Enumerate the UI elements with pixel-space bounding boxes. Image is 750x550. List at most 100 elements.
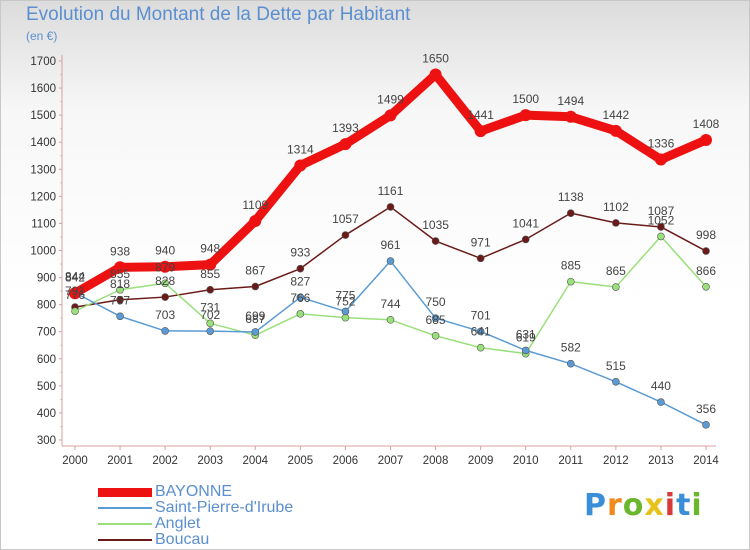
data-point — [251, 328, 260, 336]
logo-letter: r — [607, 488, 623, 523]
x-tick-label: 2012 — [603, 455, 629, 467]
data-point — [702, 247, 710, 255]
data-point — [386, 257, 395, 265]
data-point — [431, 331, 440, 340]
data-label: 828 — [155, 274, 175, 288]
y-tick-label: 1400 — [30, 137, 56, 149]
x-tick-label: 2002 — [152, 455, 178, 467]
data-label: 1441 — [467, 108, 494, 122]
data-label: 818 — [110, 277, 130, 291]
data-label: 703 — [155, 308, 175, 322]
data-point — [206, 319, 215, 328]
data-point — [654, 153, 667, 166]
data-point — [251, 282, 260, 291]
data-label: 879 — [155, 260, 175, 274]
chart-series — [69, 68, 712, 429]
logo-letter: o — [622, 488, 645, 523]
data-label: 619 — [516, 331, 536, 345]
data-label: 1500 — [512, 92, 539, 106]
data-label: 687 — [245, 312, 265, 326]
x-tick-label: 2006 — [333, 455, 359, 467]
data-label: 685 — [426, 313, 446, 327]
chart-axes: 300 400 500 600 700 800 900 1000 1100 1200 1300 140… — [30, 55, 719, 467]
legend-item: Saint-Pierre-d'Irube — [98, 500, 293, 516]
x-tick-label: 2008 — [423, 455, 449, 467]
data-point — [116, 295, 124, 304]
y-tick-label: 700 — [37, 327, 56, 339]
data-label: 827 — [290, 274, 310, 288]
data-label: 1035 — [422, 218, 449, 232]
data-label: 844 — [65, 270, 85, 284]
data-label: 1087 — [648, 204, 675, 218]
y-tick-label: 900 — [37, 273, 56, 285]
logo-letter: t — [676, 488, 692, 523]
data-point — [612, 283, 620, 291]
data-point — [161, 293, 169, 301]
data-point — [386, 203, 395, 211]
data-label: 855 — [110, 267, 130, 281]
data-point — [476, 327, 485, 336]
data-label: 744 — [380, 297, 400, 311]
data-label: 1057 — [332, 212, 359, 226]
y-tick-label: 1000 — [30, 246, 56, 258]
data-label: 1499 — [377, 92, 404, 106]
y-tick-label: 1300 — [30, 164, 56, 176]
legend-item: BAYONNE — [98, 484, 293, 500]
data-point — [206, 327, 215, 335]
data-label: 440 — [651, 379, 671, 393]
data-point — [612, 219, 620, 227]
x-tick-label: 2004 — [242, 455, 268, 467]
data-label: 961 — [380, 238, 400, 252]
x-tick-label: 2010 — [513, 455, 539, 467]
data-label: 701 — [471, 308, 491, 322]
data-label: 699 — [245, 309, 265, 323]
legend-swatch — [98, 507, 152, 509]
legend-label: Saint-Pierre-d'Irube — [155, 499, 294, 516]
data-label: 515 — [606, 359, 626, 373]
data-point — [657, 223, 665, 231]
proxiti-logo: Proxiti — [584, 488, 703, 523]
data-point — [521, 346, 530, 355]
data-point — [612, 377, 620, 386]
data-label: 867 — [245, 264, 265, 278]
data-point — [116, 312, 124, 321]
data-point — [206, 285, 215, 294]
chart-data-labels: 842 938 940 948 1109 1314 1393 1499 1650 1441 1500… — [65, 52, 720, 416]
legend-item: Anglet — [98, 516, 293, 532]
data-label: 940 — [155, 244, 175, 258]
data-point — [657, 232, 665, 241]
data-label: 885 — [561, 259, 581, 273]
data-point — [519, 109, 532, 122]
data-label: 865 — [606, 264, 626, 278]
x-tick-label: 2000 — [62, 455, 88, 467]
data-label: 641 — [471, 325, 491, 339]
data-point — [431, 237, 440, 245]
data-point — [296, 264, 305, 273]
data-point — [384, 109, 397, 122]
data-point — [657, 398, 665, 406]
y-tick-label: 1200 — [30, 191, 56, 203]
data-point — [161, 327, 169, 335]
data-label: 776 — [65, 288, 85, 302]
y-tick-label: 300 — [37, 435, 56, 447]
data-point — [476, 343, 485, 352]
data-label: 1408 — [693, 117, 720, 131]
chart-subtitle: (en €) — [26, 29, 58, 43]
data-label: 1336 — [648, 137, 675, 151]
data-label: 866 — [696, 264, 716, 278]
legend-label: Boucau — [155, 531, 210, 548]
data-point — [429, 68, 442, 81]
logo-letter: i — [691, 488, 703, 523]
data-point — [71, 307, 79, 315]
data-point — [339, 138, 352, 151]
data-label: 766 — [290, 291, 310, 305]
data-label: 757 — [110, 293, 130, 307]
data-label: 582 — [561, 341, 581, 355]
y-tick-label: 400 — [37, 408, 56, 420]
data-point — [566, 359, 575, 368]
data-point — [700, 134, 712, 147]
data-point — [431, 314, 440, 322]
x-tick-label: 2001 — [107, 455, 133, 467]
y-tick-label: 1600 — [30, 83, 56, 95]
data-point — [702, 282, 710, 291]
